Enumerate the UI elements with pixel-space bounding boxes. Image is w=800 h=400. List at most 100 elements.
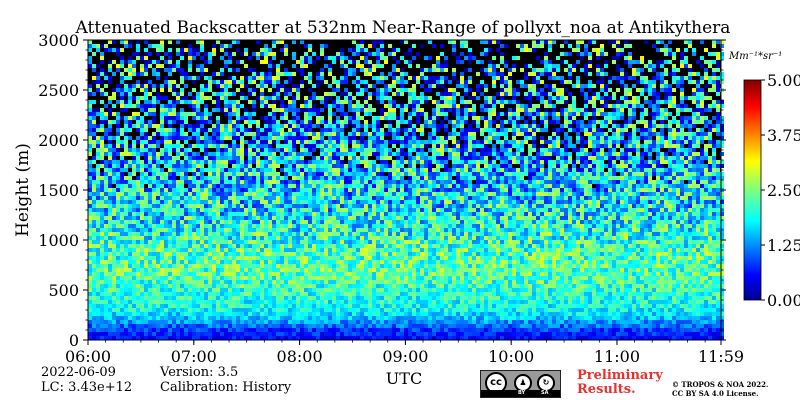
heatmap-cell bbox=[156, 252, 160, 256]
heatmap-cell bbox=[624, 304, 628, 308]
heatmap-cell bbox=[576, 312, 580, 316]
heatmap-cell bbox=[640, 308, 644, 312]
heatmap-cell bbox=[268, 248, 272, 252]
heatmap-cell bbox=[188, 232, 192, 236]
heatmap-cell bbox=[592, 232, 596, 236]
heatmap-cell bbox=[152, 336, 156, 340]
heatmap-cell bbox=[360, 304, 364, 308]
heatmap-cell bbox=[704, 248, 708, 252]
heatmap-cell bbox=[436, 252, 440, 256]
heatmap-cell bbox=[288, 212, 292, 216]
heatmap-cell bbox=[408, 316, 412, 320]
heatmap-cell bbox=[180, 232, 184, 236]
heatmap-cell bbox=[408, 300, 412, 304]
heatmap-cell bbox=[148, 224, 152, 228]
heatmap-cell bbox=[120, 220, 124, 224]
heatmap-cell bbox=[112, 248, 116, 252]
heatmap-cell bbox=[92, 312, 96, 316]
heatmap-cell bbox=[356, 336, 360, 340]
heatmap-cell bbox=[564, 280, 568, 284]
heatmap-cell bbox=[192, 320, 196, 324]
heatmap-cell bbox=[260, 236, 264, 240]
heatmap-cell bbox=[632, 260, 636, 264]
heatmap-cell bbox=[624, 292, 628, 296]
heatmap-cell bbox=[720, 300, 724, 304]
heatmap-cell bbox=[332, 332, 336, 336]
heatmap-cell bbox=[552, 224, 556, 228]
heatmap-cell bbox=[468, 272, 472, 276]
heatmap-cell bbox=[396, 280, 400, 284]
heatmap-cell bbox=[696, 244, 700, 248]
heatmap-cell bbox=[92, 248, 96, 252]
heatmap-cell bbox=[460, 336, 464, 340]
heatmap-cell bbox=[720, 324, 724, 328]
heatmap-cell bbox=[428, 256, 432, 260]
heatmap-cell bbox=[276, 260, 280, 264]
heatmap-cell bbox=[580, 312, 584, 316]
heatmap-cell bbox=[500, 292, 504, 296]
heatmap-cell bbox=[496, 252, 500, 256]
heatmap-cell bbox=[412, 252, 416, 256]
heatmap-cell bbox=[672, 300, 676, 304]
heatmap-cell bbox=[88, 260, 92, 264]
heatmap-cell bbox=[560, 308, 564, 312]
heatmap-cell bbox=[564, 264, 568, 268]
heatmap-cell bbox=[116, 244, 120, 248]
heatmap-cell bbox=[140, 248, 144, 252]
heatmap-cell bbox=[608, 292, 612, 296]
heatmap-cell bbox=[480, 220, 484, 224]
heatmap-cell bbox=[552, 248, 556, 252]
heatmap-cell bbox=[112, 304, 116, 308]
heatmap-cell bbox=[248, 256, 252, 260]
heatmap-cell bbox=[400, 228, 404, 232]
heatmap-cell bbox=[332, 316, 336, 320]
heatmap-cell bbox=[508, 324, 512, 328]
heatmap-cell bbox=[552, 284, 556, 288]
heatmap-cell bbox=[128, 288, 132, 292]
heatmap-cell bbox=[240, 308, 244, 312]
heatmap-cell bbox=[600, 328, 604, 332]
heatmap-cell bbox=[368, 296, 372, 300]
heatmap-cell bbox=[300, 256, 304, 260]
heatmap-cell bbox=[128, 232, 132, 236]
heatmap-cell bbox=[108, 248, 112, 252]
heatmap-cell bbox=[104, 332, 108, 336]
heatmap-cell bbox=[296, 260, 300, 264]
heatmap-cell bbox=[248, 224, 252, 228]
heatmap-cell bbox=[276, 284, 280, 288]
heatmap-cell bbox=[464, 216, 468, 220]
heatmap-cell bbox=[600, 296, 604, 300]
heatmap-cell bbox=[184, 272, 188, 276]
heatmap-cell bbox=[348, 244, 352, 248]
heatmap-cell bbox=[340, 332, 344, 336]
heatmap-cell bbox=[172, 284, 176, 288]
heatmap-cell bbox=[416, 280, 420, 284]
heatmap-cell bbox=[296, 276, 300, 280]
heatmap-cell bbox=[252, 212, 256, 216]
heatmap-cell bbox=[544, 284, 548, 288]
heatmap-cell bbox=[596, 268, 600, 272]
heatmap-cell bbox=[180, 252, 184, 256]
heatmap-cell bbox=[472, 224, 476, 228]
heatmap-cell bbox=[200, 272, 204, 276]
heatmap-cell bbox=[192, 316, 196, 320]
heatmap-cell bbox=[668, 328, 672, 332]
heatmap-cell bbox=[320, 224, 324, 228]
heatmap-cell bbox=[380, 292, 384, 296]
heatmap-cell bbox=[440, 332, 444, 336]
heatmap-cell bbox=[136, 336, 140, 340]
heatmap-cell bbox=[140, 316, 144, 320]
heatmap-cell bbox=[420, 300, 424, 304]
heatmap-cell bbox=[628, 216, 632, 220]
heatmap-cell bbox=[164, 240, 168, 244]
heatmap-cell bbox=[488, 324, 492, 328]
heatmap-cell bbox=[288, 280, 292, 284]
heatmap-cell bbox=[316, 268, 320, 272]
heatmap-cell bbox=[272, 220, 276, 224]
heatmap-cell bbox=[428, 220, 432, 224]
heatmap-cell bbox=[264, 228, 268, 232]
heatmap-cell bbox=[288, 296, 292, 300]
heatmap-cell bbox=[372, 304, 376, 308]
heatmap-cell bbox=[400, 220, 404, 224]
heatmap-cell bbox=[368, 228, 372, 232]
